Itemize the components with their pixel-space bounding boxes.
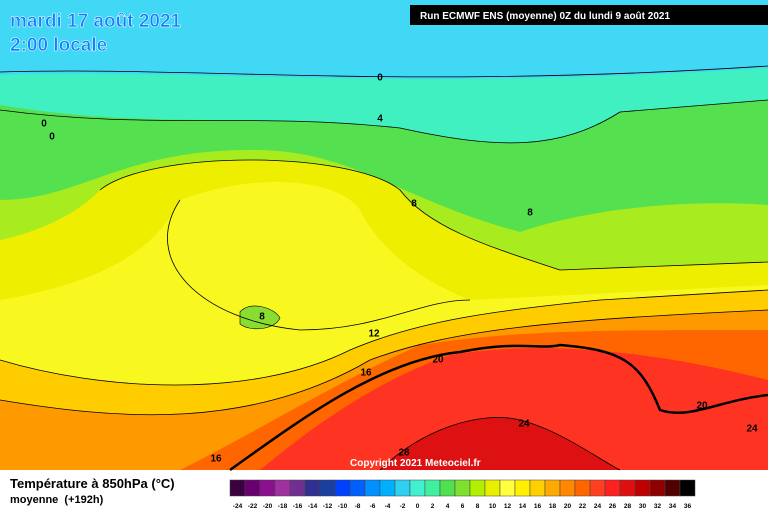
scale-swatch: [544, 479, 561, 497]
contour-label: 0: [41, 119, 47, 130]
scale-swatch: [664, 479, 681, 497]
scale-label: 30: [639, 503, 647, 510]
scale-swatch: [499, 479, 516, 497]
scale-label: 24: [594, 503, 602, 510]
footer-subtitle: moyenne (+192h): [10, 494, 104, 506]
footer-title: Température à 850hPa (°C): [10, 476, 175, 491]
scale-swatch: [364, 479, 381, 497]
contour-label: 16: [360, 368, 372, 379]
temperature-field: [0, 0, 768, 470]
scale-label: 20: [564, 503, 572, 510]
copyright: Copyright 2021 Meteociel.fr: [350, 458, 481, 469]
scale-swatch: [484, 479, 501, 497]
scale-swatch: [574, 479, 591, 497]
scale-label: -18: [278, 503, 288, 510]
scale-swatch: [244, 479, 261, 497]
scale-swatch: [274, 479, 291, 497]
scale-swatch: [439, 479, 456, 497]
scale-label: -20: [263, 503, 273, 510]
contour-label: 24: [518, 419, 530, 430]
scale-swatch: [454, 479, 471, 497]
contour-label: 28: [398, 448, 410, 459]
scale-label: -16: [293, 503, 303, 510]
scale-label: 4: [446, 503, 450, 510]
contour-labels: 0 0 0 4 8 8 8 12 16 16 20 20 24 24 28: [41, 73, 758, 465]
scale-swatch: [229, 479, 246, 497]
time: 2:00 locale: [10, 35, 107, 56]
scale-label: 28: [624, 503, 632, 510]
contour-label: 8: [259, 312, 265, 323]
scale-label: 26: [609, 503, 617, 510]
scale-label: 18: [549, 503, 557, 510]
color-scale: -24 -22 -20 -18 -16 -14 -12 -10 -8 -6 -4 -2 0 2 4 6 8 10 1…: [229, 479, 696, 510]
scale-label: -4: [385, 503, 391, 510]
scale-label: 32: [654, 503, 662, 510]
scale-swatch: [319, 479, 336, 497]
contour-label: 12: [368, 329, 380, 340]
scale-swatch: [619, 479, 636, 497]
scale-label: 14: [519, 503, 527, 510]
date: mardi 17 août 2021: [10, 11, 182, 32]
scale-swatch: [394, 479, 411, 497]
scale-label: -24: [233, 503, 243, 510]
scale-label: 10: [489, 503, 497, 510]
scale-label: -14: [308, 503, 318, 510]
scale-swatch: [349, 479, 366, 497]
contour-label: 8: [411, 199, 417, 210]
contour-label: 0: [377, 73, 383, 84]
contours: [0, 65, 768, 471]
scale-swatch: [529, 479, 546, 497]
scale-label: -6: [370, 503, 376, 510]
scale-swatch: [334, 479, 351, 497]
contour-label: 8: [527, 208, 533, 219]
scale-label: 36: [684, 503, 692, 510]
scale-label: 16: [534, 503, 542, 510]
scale-label: -8: [355, 503, 361, 510]
contour-20: [229, 343, 768, 472]
contour-label: 0: [49, 132, 55, 143]
scale-swatch: [514, 479, 531, 497]
scale-label: 34: [669, 503, 677, 510]
scale-swatch: [679, 479, 696, 497]
scale-label: 2: [431, 503, 435, 510]
scale-label: 12: [504, 503, 512, 510]
scale-swatch: [304, 479, 321, 497]
scale-swatch: [634, 479, 651, 497]
scale-label: 0: [416, 503, 420, 510]
contour-label: 20: [432, 355, 444, 366]
scale-label: 22: [579, 503, 587, 510]
contour-label: 24: [746, 424, 758, 435]
run-box: [410, 5, 768, 25]
scale-label: 6: [461, 503, 465, 510]
scale-swatch: [379, 479, 396, 497]
scale-label: -10: [338, 503, 348, 510]
scale-swatch: [259, 479, 276, 497]
contour-label: 20: [696, 401, 708, 412]
scale-label: -2: [400, 503, 406, 510]
scale-swatch: [289, 479, 306, 497]
scale-swatch: [649, 479, 666, 497]
scale-swatch: [409, 479, 426, 497]
scale-label: -12: [323, 503, 333, 510]
scale-swatch: [559, 479, 576, 497]
scale-label: 8: [476, 503, 480, 510]
scale-swatch: [424, 479, 441, 497]
scale-swatch: [604, 479, 621, 497]
scale-swatch: [469, 479, 486, 497]
scale-label: -22: [248, 503, 258, 510]
run-info: Run ECMWF ENS (moyenne) 0Z du lundi 9 ao…: [420, 11, 670, 22]
scale-swatch: [589, 479, 606, 497]
contour-label: 4: [377, 114, 383, 125]
contour-label: 16: [210, 454, 222, 465]
